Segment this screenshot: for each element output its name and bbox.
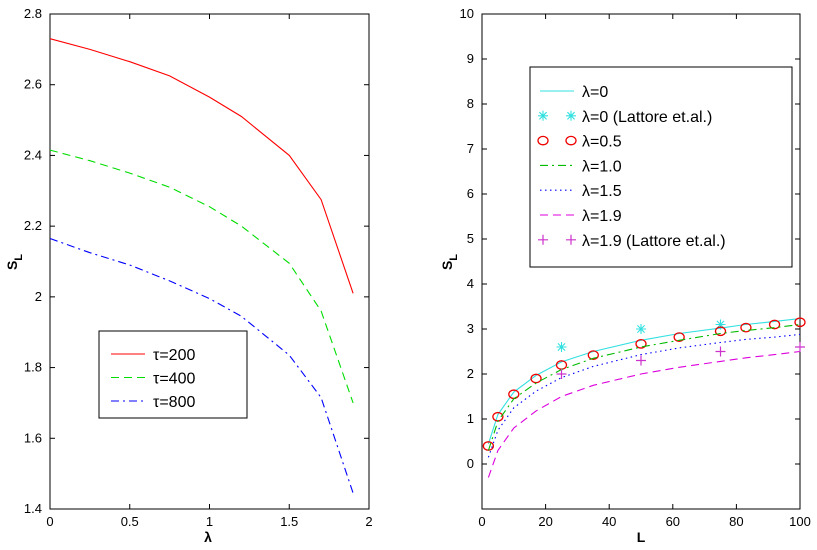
x-tick-label: 0 — [478, 514, 485, 529]
left-plot-area — [49, 13, 370, 510]
y-tick-label: 2.6 — [24, 77, 42, 92]
y-tick-label: 8 — [467, 96, 474, 111]
legend-label: λ=1.9 (Lattore et.al.) — [582, 233, 726, 250]
series--0-lattore-et.al.--marker — [556, 342, 567, 352]
right-y-axis-label-main: S — [439, 261, 455, 270]
series--0.5-marker — [587, 350, 599, 360]
legend-marker — [538, 234, 548, 245]
legend-label: λ=1.5 — [582, 183, 622, 200]
legend-label: τ=400 — [153, 371, 195, 388]
legend-marker — [566, 110, 576, 121]
left-y-axis-label-main: S — [4, 261, 20, 270]
series--0-lattore-et.al.--marker — [715, 319, 726, 330]
left-ticks-group: 0 0.5 1 1.5 2 1.4 1.6 1.8 2 2.2 2.4 2.6 2.8 — [24, 6, 373, 529]
x-tick-label: 2 — [365, 514, 372, 529]
legend-marker — [538, 110, 548, 121]
y-tick-label: 2.2 — [24, 218, 42, 233]
y-tick-label: 1 — [467, 411, 474, 426]
y-tick-label: 9 — [467, 51, 474, 66]
series--800-line — [49, 237, 354, 494]
y-tick-label: 2 — [467, 366, 474, 381]
series--1.9-lattore-et.al.--marker — [636, 355, 646, 366]
series--0-lattore-et.al.--marker — [636, 324, 646, 334]
y-tick-label: 2 — [35, 289, 42, 304]
y-tick-label: 1.6 — [24, 430, 42, 445]
legend-label: λ=1.9 — [582, 208, 622, 225]
series--0.5-marker — [714, 326, 727, 337]
left-y-axis-label-sub: L — [13, 254, 25, 261]
series--0.5-marker — [635, 338, 647, 349]
y-tick-label: 2.4 — [24, 147, 42, 162]
x-tick-label: 1 — [206, 514, 213, 529]
x-tick-label: 20 — [538, 514, 552, 529]
series--1.9-lattore-et.al.--marker — [715, 346, 726, 357]
legend-label: λ=1.0 — [582, 158, 622, 175]
y-tick-label: 3 — [467, 321, 474, 336]
y-tick-label: 5 — [467, 231, 474, 246]
y-tick-label: 7 — [467, 141, 474, 156]
series--1.0-line — [487, 323, 801, 451]
series--0.5-marker — [794, 317, 806, 328]
x-tick-label: 40 — [602, 514, 616, 529]
legend-marker — [566, 234, 576, 245]
right-legend: λ=0 λ=0 (Lattore et.al.) λ=0.5 λ=1.0 λ=1.5 λ=… — [529, 66, 793, 268]
right-series-group — [482, 317, 806, 478]
y-tick-label: 6 — [467, 186, 474, 201]
x-tick-label: 60 — [666, 514, 680, 529]
x-tick-label: 100 — [789, 514, 811, 529]
left-x-axis-label: λ — [204, 529, 212, 545]
series--1.5-line — [487, 333, 801, 458]
series--0.5-marker — [740, 322, 752, 333]
x-tick-label: 80 — [729, 514, 743, 529]
series--0.5-marker — [673, 332, 685, 342]
series--200-line — [49, 38, 354, 294]
series--1.9-lattore-et.al.--marker — [556, 369, 567, 379]
series--1.9-lattore-et.al.--marker — [795, 342, 805, 352]
y-tick-label: 1.8 — [24, 360, 42, 375]
right-x-axis-label: L — [637, 529, 646, 545]
left-legend: τ=200 τ=400 τ=800 — [98, 330, 248, 419]
y-tick-label: 2.8 — [24, 6, 42, 21]
left-y-axis-label: SL — [4, 254, 25, 270]
legend-marker — [537, 135, 549, 146]
series--400-line — [49, 149, 354, 404]
x-tick-label: 1.5 — [280, 514, 298, 529]
left-series-group — [49, 38, 354, 494]
x-tick-label: 0 — [46, 514, 53, 529]
legend-label: λ=0 (Lattore et.al.) — [582, 109, 712, 126]
legend-label: λ=0 — [582, 84, 608, 101]
left-chart: 0 0.5 1 1.5 2 1.4 1.6 1.8 2 2.2 2.4 2.6 2.8 λ SL τ=2… — [4, 6, 373, 545]
legend-marker — [565, 135, 577, 146]
series--0-line — [487, 318, 801, 444]
left-legend-box — [98, 330, 248, 419]
series--1.9-line — [487, 350, 801, 478]
right-y-axis-label-sub: L — [448, 254, 460, 261]
legend-label: τ=200 — [153, 347, 195, 364]
series--0.5-marker — [768, 319, 781, 330]
legend-label: λ=0.5 — [582, 134, 622, 151]
y-tick-label: 1.4 — [24, 501, 42, 516]
right-y-axis-label: SL — [439, 254, 460, 270]
right-legend-box — [529, 66, 793, 268]
y-tick-label: 0 — [467, 456, 474, 471]
y-tick-label: 10 — [460, 6, 474, 21]
right-ticks-group: 0 20 40 60 80 100 0 1 2 3 4 5 6 7 8 9 10 — [460, 6, 811, 529]
svg-text:SL: SL — [439, 254, 460, 270]
legend-label: τ=800 — [153, 394, 195, 411]
svg-text:SL: SL — [4, 254, 25, 270]
x-tick-label: 0.5 — [121, 514, 139, 529]
y-tick-label: 4 — [467, 276, 474, 291]
